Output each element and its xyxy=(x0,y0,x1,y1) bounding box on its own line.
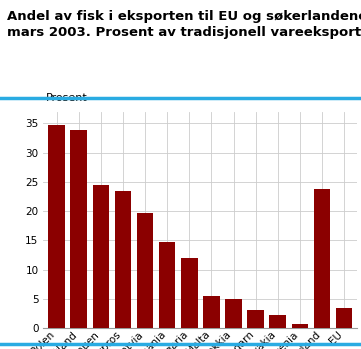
Bar xyxy=(247,310,264,328)
Bar xyxy=(203,296,220,328)
Bar xyxy=(70,131,87,328)
Bar xyxy=(181,259,197,328)
Bar xyxy=(336,307,352,328)
Bar xyxy=(159,242,175,328)
Bar xyxy=(92,185,109,328)
Bar xyxy=(314,190,330,328)
Bar xyxy=(48,125,65,328)
Bar xyxy=(115,191,131,328)
Bar xyxy=(269,315,286,328)
Text: Andel av fisk i eksporten til EU og søkerlandene. Januar-
mars 2003. Prosent av : Andel av fisk i eksporten til EU og søke… xyxy=(7,10,361,39)
Bar xyxy=(137,214,153,328)
Bar xyxy=(292,324,308,328)
Bar xyxy=(225,299,242,328)
Text: Prosent: Prosent xyxy=(45,93,87,103)
